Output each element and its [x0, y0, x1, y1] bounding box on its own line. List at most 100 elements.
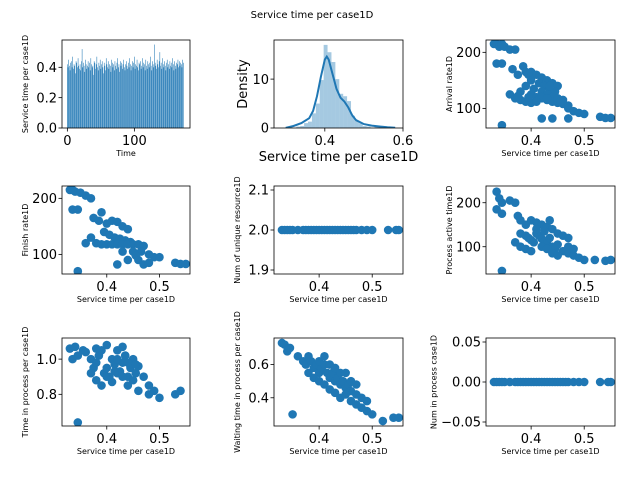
- scatter-point: [102, 372, 112, 382]
- histogram-bar: [308, 121, 312, 128]
- scatter-point: [97, 208, 106, 217]
- histogram-bar: [315, 103, 320, 128]
- bar: [86, 68, 88, 128]
- plot-area: [277, 338, 403, 426]
- bar: [81, 61, 82, 128]
- bar: [95, 64, 97, 128]
- bar: [164, 65, 166, 128]
- bar: [171, 67, 173, 128]
- y-tick-label: 0.05: [452, 336, 481, 351]
- x-axis-label: Time: [115, 149, 136, 158]
- subplot-7: 0.4 0.5 0.8 1.0 Service time per case1D Time …: [21, 327, 191, 456]
- x-axis-label: Service time per case1D: [289, 447, 387, 456]
- bar: [168, 68, 170, 128]
- plot-area: [67, 44, 184, 128]
- bar: [148, 67, 150, 128]
- bar: [131, 65, 132, 128]
- bar: [151, 70, 153, 128]
- y-tick-label: 1.9: [248, 264, 269, 279]
- scatter-point: [513, 70, 523, 80]
- axes-frame: [485, 39, 616, 129]
- scatter-point: [118, 342, 127, 352]
- x-tick-label: 0.5: [574, 280, 595, 295]
- bar: [75, 61, 77, 128]
- bar: [79, 68, 80, 128]
- bar: [140, 68, 142, 128]
- histogram-bar: [366, 126, 371, 128]
- bar: [172, 58, 173, 128]
- bar: [88, 67, 90, 128]
- scatter-point: [123, 358, 133, 367]
- histogram-bar: [347, 101, 352, 128]
- bar: [177, 59, 179, 128]
- bar: [154, 44, 155, 128]
- bar: [172, 64, 174, 128]
- scatter-point: [505, 90, 515, 99]
- bar: [167, 67, 169, 128]
- y-tick-label: 0.4: [248, 391, 269, 406]
- bar: [170, 65, 171, 128]
- bar: [83, 62, 84, 128]
- bar: [98, 62, 100, 128]
- bar: [90, 58, 92, 128]
- bar: [97, 67, 98, 128]
- scatter-point: [553, 240, 562, 249]
- y-tick-label: 10: [252, 73, 269, 88]
- scatter-point: [497, 209, 507, 219]
- x-axis-label: Service time per case1D: [259, 150, 419, 165]
- bar: [181, 64, 182, 128]
- y-tick-label: 0.4: [36, 61, 57, 76]
- axes-frame: [61, 185, 191, 275]
- bar: [99, 59, 101, 128]
- y-tick-label: 100: [32, 248, 57, 263]
- bar: [128, 67, 130, 128]
- scatter-point: [367, 225, 377, 235]
- bar: [67, 67, 69, 128]
- bar: [76, 62, 78, 128]
- scatter-point: [123, 255, 133, 265]
- x-tick-label: 0: [63, 134, 71, 149]
- scatter-point: [110, 367, 119, 376]
- x-tick-label: 0.5: [574, 134, 595, 149]
- histogram-bar: [362, 126, 367, 128]
- subplot-1: 0 100 0.0 0.2 0.4 Time Service time per case1D: [21, 35, 191, 158]
- scatter-point: [139, 372, 148, 382]
- bar: [159, 52, 161, 128]
- bar: [142, 67, 144, 128]
- scatter-point: [91, 344, 101, 353]
- y-axis-label: Density: [236, 59, 251, 109]
- bar: [71, 67, 73, 128]
- bar: [95, 68, 96, 128]
- x-axis-label: Service time per case1D: [77, 295, 175, 304]
- bar: [130, 64, 131, 128]
- subplot-5: 0.4 0.5 1.9 2.0 2.1 Service time per case1D Nu…: [233, 176, 404, 304]
- bar: [116, 68, 117, 128]
- bar: [126, 65, 128, 128]
- bar: [161, 68, 163, 128]
- scatter-point: [113, 260, 122, 269]
- x-tick-label: 0.5: [149, 432, 170, 447]
- axes-frame: [61, 337, 191, 427]
- scatter-point: [91, 375, 101, 385]
- histogram-bar: [311, 113, 316, 128]
- bar: [158, 67, 159, 128]
- x-tick-label: 0.5: [362, 280, 383, 295]
- scatter-point: [86, 368, 96, 378]
- y-axis-label: Process active time1D: [445, 185, 454, 274]
- bar: [156, 68, 157, 128]
- bar: [134, 68, 136, 128]
- histogram-bar: [300, 126, 305, 128]
- bar: [176, 64, 178, 128]
- scatter-point: [378, 416, 388, 426]
- bar: [81, 49, 83, 128]
- y-tick-label: 2.0: [248, 224, 269, 239]
- scatter-point: [102, 340, 112, 350]
- scatter-point: [532, 224, 541, 234]
- scatter-point: [521, 81, 531, 91]
- bar: [111, 62, 113, 128]
- scatter-point: [383, 225, 393, 235]
- scatter-point: [606, 255, 615, 265]
- bar: [105, 70, 106, 128]
- bar: [103, 62, 105, 128]
